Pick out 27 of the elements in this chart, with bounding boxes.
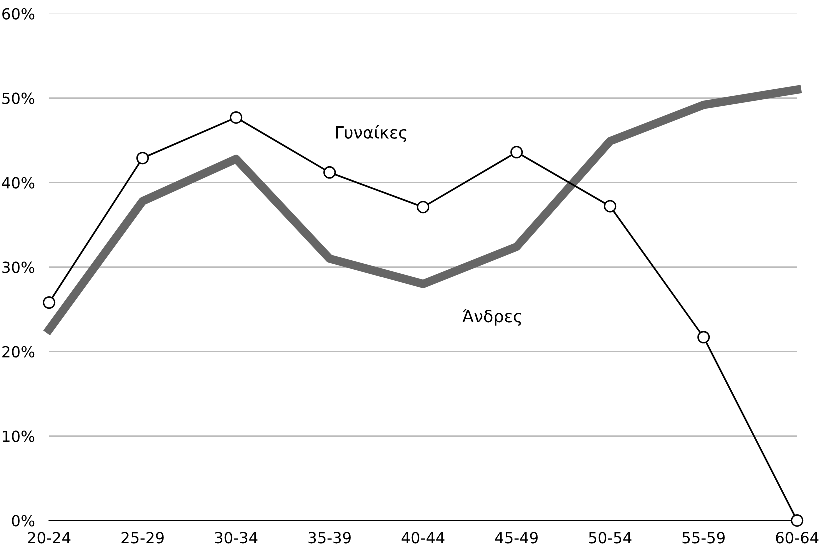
y-tick-label: 10% <box>3 430 35 442</box>
y-tick-label: 20% <box>2 346 35 358</box>
x-tick-label: 25-29 <box>122 532 164 544</box>
y-tick-label: 40% <box>2 177 35 189</box>
x-tick-label: 40-44 <box>402 532 445 544</box>
x-tick-label: 50-54 <box>589 532 632 544</box>
point <box>791 514 804 528</box>
point <box>417 201 430 214</box>
y-tick-label: 60% <box>2 8 35 20</box>
point <box>324 166 336 179</box>
series-label: Γυναίκες <box>336 125 407 142</box>
y-tick-label: 30% <box>2 262 35 274</box>
point <box>230 112 243 124</box>
y-tick-label: 0% <box>12 515 35 527</box>
point <box>510 146 524 159</box>
point <box>698 331 710 344</box>
point <box>604 200 617 213</box>
x-tick-label: 55-59 <box>682 532 725 544</box>
x-tick-label: 45-49 <box>495 532 538 544</box>
text: Άνδρες <box>462 309 522 326</box>
point <box>136 152 150 165</box>
x-tick-label: 20-24 <box>28 532 71 544</box>
x-tick-label: 35-39 <box>308 532 351 544</box>
point <box>43 296 56 310</box>
x-tick-label: 30-34 <box>215 532 258 544</box>
x-tick-label: 60-64 <box>776 532 819 544</box>
y-tick-label: 50% <box>2 92 35 104</box>
